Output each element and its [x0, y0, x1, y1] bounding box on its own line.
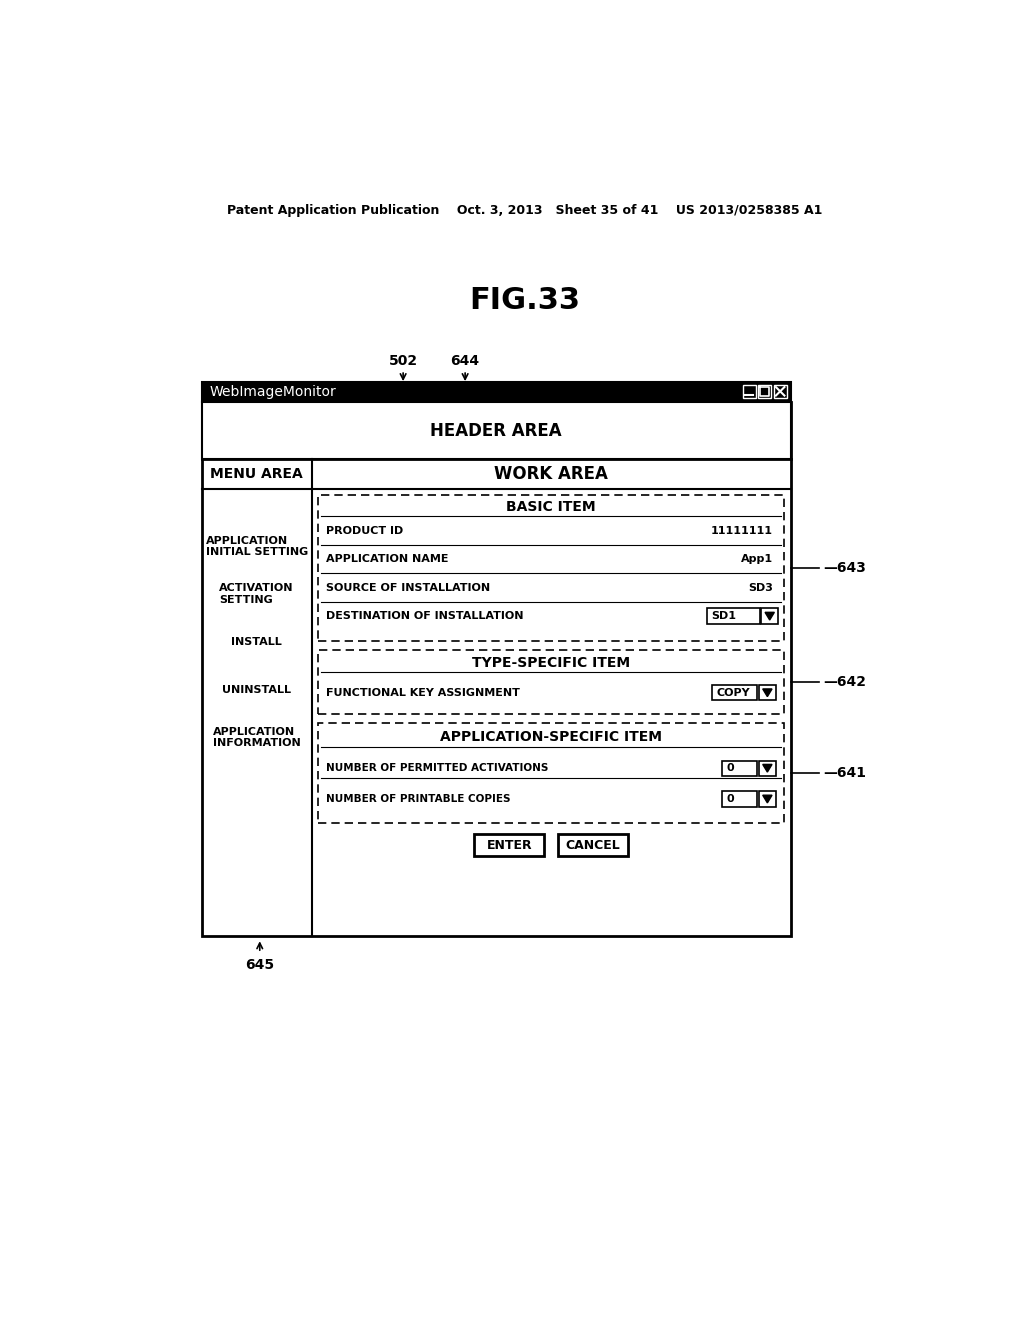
Text: WebImageMonitor: WebImageMonitor — [209, 384, 336, 399]
Text: 0: 0 — [726, 763, 734, 774]
Text: 502: 502 — [388, 354, 418, 368]
Text: APPLICATION
INFORMATION: APPLICATION INFORMATION — [213, 726, 300, 748]
Text: PRODUCT ID: PRODUCT ID — [326, 525, 402, 536]
Text: BASIC ITEM: BASIC ITEM — [506, 500, 596, 515]
Text: TYPE-SPECIFIC ITEM: TYPE-SPECIFIC ITEM — [472, 656, 630, 669]
Text: NUMBER OF PERMITTED ACTIVATIONS: NUMBER OF PERMITTED ACTIVATIONS — [326, 763, 548, 774]
Text: 644: 644 — [451, 354, 479, 368]
Bar — [474, 834, 544, 857]
Text: —641: —641 — [823, 766, 866, 780]
Bar — [202, 401, 791, 936]
Text: CANCEL: CANCEL — [565, 838, 621, 851]
Bar — [722, 760, 758, 776]
Bar — [761, 609, 778, 624]
Text: APPLICATION NAME: APPLICATION NAME — [326, 554, 449, 564]
Text: NUMBER OF PRINTABLE COPIES: NUMBER OF PRINTABLE COPIES — [326, 795, 510, 804]
Text: FUNCTIONAL KEY ASSIGNMENT: FUNCTIONAL KEY ASSIGNMENT — [326, 688, 519, 698]
Text: —642: —642 — [823, 675, 866, 689]
Bar — [722, 792, 758, 807]
Text: DESTINATION OF INSTALLATION: DESTINATION OF INSTALLATION — [326, 611, 523, 622]
Bar — [759, 792, 776, 807]
Bar — [758, 385, 771, 397]
Bar — [202, 401, 791, 459]
Text: Patent Application Publication    Oct. 3, 2013   Sheet 35 of 41    US 2013/02583: Patent Application Publication Oct. 3, 2… — [227, 205, 822, 218]
Bar — [558, 834, 628, 857]
Text: SOURCE OF INSTALLATION: SOURCE OF INSTALLATION — [326, 582, 489, 593]
Bar — [317, 723, 784, 822]
Polygon shape — [763, 764, 772, 772]
Polygon shape — [765, 612, 774, 620]
Text: COPY: COPY — [716, 688, 750, 698]
Text: MENU AREA: MENU AREA — [210, 467, 303, 480]
Text: 0: 0 — [726, 795, 734, 804]
Polygon shape — [763, 795, 772, 803]
Text: APPLICATION
INITIAL SETTING: APPLICATION INITIAL SETTING — [206, 536, 308, 557]
Bar — [317, 651, 784, 714]
Polygon shape — [763, 689, 772, 697]
Bar — [202, 381, 791, 401]
Text: —643: —643 — [823, 561, 866, 576]
Bar — [742, 385, 756, 397]
Text: 645: 645 — [245, 958, 274, 973]
Bar — [759, 685, 776, 701]
Bar — [759, 760, 776, 776]
Text: HEADER AREA: HEADER AREA — [430, 421, 562, 440]
Text: App1: App1 — [740, 554, 773, 564]
Text: SD1: SD1 — [711, 611, 736, 622]
Text: WORK AREA: WORK AREA — [495, 465, 608, 483]
Text: 11111111: 11111111 — [711, 525, 773, 536]
Bar — [773, 385, 786, 397]
Text: UNINSTALL: UNINSTALL — [222, 685, 291, 694]
Bar — [707, 609, 760, 624]
Text: APPLICATION-SPECIFIC ITEM: APPLICATION-SPECIFIC ITEM — [440, 730, 663, 743]
Bar — [317, 495, 784, 642]
Bar — [713, 685, 758, 701]
Text: INSTALL: INSTALL — [231, 638, 282, 647]
Text: ENTER: ENTER — [486, 838, 532, 851]
Text: ACTIVATION
SETTING: ACTIVATION SETTING — [219, 583, 294, 605]
Text: FIG.33: FIG.33 — [469, 286, 581, 315]
Text: SD3: SD3 — [748, 582, 773, 593]
